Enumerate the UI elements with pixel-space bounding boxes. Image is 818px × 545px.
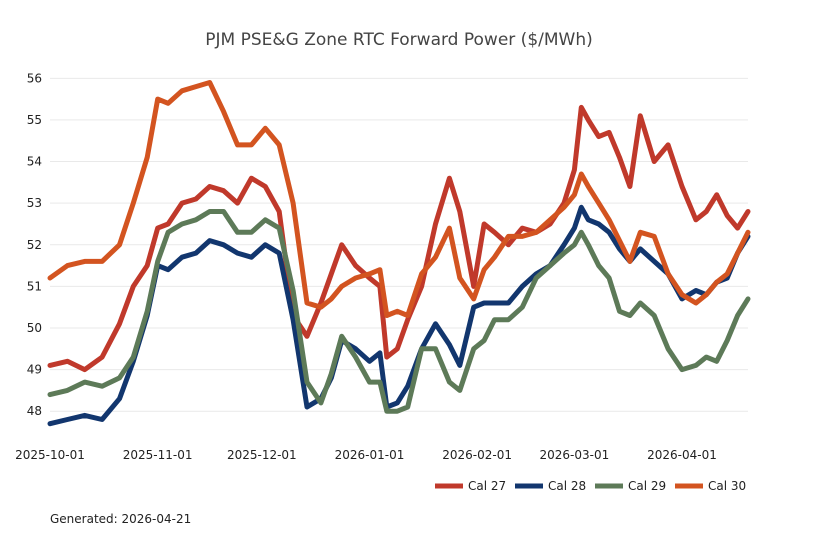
x-tick-label: 2026-01-01 (335, 448, 405, 462)
legend-label: Cal 27 (468, 479, 506, 493)
generated-footer: Generated: 2026-04-21 (50, 512, 192, 526)
legend-label: Cal 29 (628, 479, 666, 493)
legend: Cal 27 Cal 28 Cal 29 Cal 30 (435, 479, 746, 493)
x-axis-ticks: 2025-10-01 2025-11-01 2025-12-01 2026-01-01… (15, 448, 717, 462)
x-tick-label: 2025-10-01 (15, 448, 85, 462)
x-tick-label: 2026-03-01 (539, 448, 609, 462)
y-tick-label: 53 (27, 196, 42, 210)
series-lines (47, 80, 751, 427)
y-tick-label: 54 (27, 155, 42, 169)
series-line-cal-27 (47, 104, 751, 373)
y-tick-label: 55 (27, 113, 42, 127)
y-tick-label: 49 (27, 363, 42, 377)
x-tick-label: 2025-12-01 (227, 448, 297, 462)
legend-label: Cal 28 (548, 479, 586, 493)
y-tick-label: 51 (27, 279, 42, 293)
grid (50, 77, 748, 412)
y-tick-label: 50 (27, 321, 42, 335)
x-tick-label: 2026-04-01 (647, 448, 717, 462)
chart-title: PJM PSE&G Zone RTC Forward Power ($/MWh) (205, 30, 593, 50)
x-tick-label: 2026-02-01 (442, 448, 512, 462)
y-tick-label: 48 (27, 404, 42, 418)
y-tick-label: 52 (27, 238, 42, 252)
y-axis-ticks: 48 49 50 51 52 53 54 55 56 (27, 71, 42, 418)
x-tick-label: 2025-11-01 (123, 448, 193, 462)
y-tick-label: 56 (27, 71, 42, 85)
series-line-cal-30 (47, 80, 751, 318)
legend-label: Cal 30 (708, 479, 746, 493)
series-line-cal-29 (47, 209, 751, 414)
